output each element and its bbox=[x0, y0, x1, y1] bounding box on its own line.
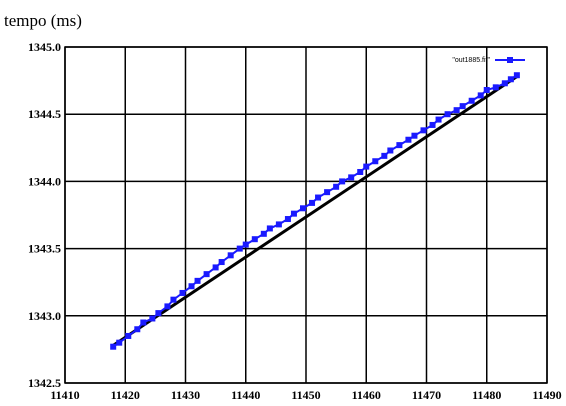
data-point bbox=[284, 216, 291, 223]
data-point bbox=[396, 142, 403, 149]
y-tick-label: 1344.0 bbox=[28, 174, 61, 188]
fit-line bbox=[112, 75, 518, 347]
data-point bbox=[164, 303, 171, 310]
y-tick-label: 1344.5 bbox=[28, 107, 61, 121]
data-point bbox=[324, 189, 331, 196]
y-tick-label: 1343.5 bbox=[28, 242, 61, 256]
data-point bbox=[290, 210, 297, 217]
data-point bbox=[492, 84, 499, 91]
legend-marker bbox=[507, 57, 513, 63]
data-point bbox=[218, 259, 225, 266]
data-point bbox=[513, 72, 520, 79]
data-point bbox=[179, 289, 186, 296]
x-tick-label: 11430 bbox=[171, 388, 200, 402]
data-point bbox=[194, 277, 201, 284]
data-point bbox=[339, 178, 346, 185]
data-point bbox=[411, 132, 418, 139]
y-tick-label: 1345.0 bbox=[28, 40, 61, 54]
data-point bbox=[459, 103, 466, 110]
data-point bbox=[453, 107, 460, 114]
data-point bbox=[387, 147, 394, 154]
data-point bbox=[348, 174, 355, 181]
data-point bbox=[212, 264, 219, 271]
data-point bbox=[251, 236, 258, 243]
data-point bbox=[363, 163, 370, 170]
data-point bbox=[435, 116, 442, 123]
y-tick-label: 1342.5 bbox=[28, 376, 61, 390]
x-axis-ticks: 11410 11420 11430 11440 11450 11460 11470 11480… bbox=[50, 388, 561, 402]
data-point bbox=[357, 168, 364, 175]
data-point bbox=[477, 92, 484, 99]
data-point bbox=[501, 80, 508, 87]
data-point bbox=[309, 199, 316, 206]
data-point bbox=[236, 245, 243, 252]
x-tick-label: 11450 bbox=[291, 388, 320, 402]
x-tick-label: 11460 bbox=[352, 388, 381, 402]
data-point bbox=[405, 136, 412, 143]
data-point bbox=[420, 127, 427, 134]
data-point bbox=[188, 283, 195, 290]
data-point bbox=[429, 121, 436, 128]
legend-label: "out1885.fit" bbox=[452, 57, 490, 64]
data-point bbox=[110, 343, 117, 350]
data-point bbox=[468, 97, 475, 104]
data-point bbox=[483, 87, 490, 94]
legend: "out1885.fit" bbox=[452, 57, 525, 64]
data-point bbox=[149, 315, 156, 322]
data-point bbox=[275, 221, 282, 228]
fit-line-segment bbox=[112, 75, 518, 347]
x-tick-label: 11410 bbox=[50, 388, 79, 402]
data-point bbox=[242, 241, 249, 248]
data-point bbox=[372, 158, 379, 165]
data-point bbox=[227, 252, 234, 259]
x-tick-label: 11470 bbox=[412, 388, 441, 402]
data-point bbox=[266, 225, 273, 232]
y-axis-ticks: 1342.5 1343.0 1343.5 1344.0 1344.5 1345.0 bbox=[28, 40, 61, 390]
data-point bbox=[116, 339, 123, 346]
data-point bbox=[507, 76, 514, 83]
x-tick-label: 11440 bbox=[231, 388, 260, 402]
data-point bbox=[333, 183, 340, 190]
grid-lines bbox=[64, 46, 548, 384]
x-tick-label: 11420 bbox=[111, 388, 140, 402]
data-point bbox=[299, 205, 306, 212]
data-point bbox=[260, 230, 267, 237]
data-point bbox=[140, 319, 147, 326]
x-tick-label: 11480 bbox=[472, 388, 501, 402]
plot-frame bbox=[64, 46, 548, 384]
y-axis-label: tempo (ms) bbox=[4, 11, 82, 30]
data-point bbox=[315, 194, 322, 201]
data-point bbox=[381, 152, 388, 159]
data-point bbox=[444, 111, 451, 118]
y-tick-label: 1343.0 bbox=[28, 309, 61, 323]
data-point bbox=[155, 310, 162, 317]
data-point bbox=[170, 296, 177, 303]
data-point bbox=[125, 332, 132, 339]
data-series bbox=[110, 72, 520, 350]
data-point bbox=[203, 271, 210, 278]
data-point bbox=[134, 326, 141, 333]
x-tick-label: 11490 bbox=[532, 388, 561, 402]
